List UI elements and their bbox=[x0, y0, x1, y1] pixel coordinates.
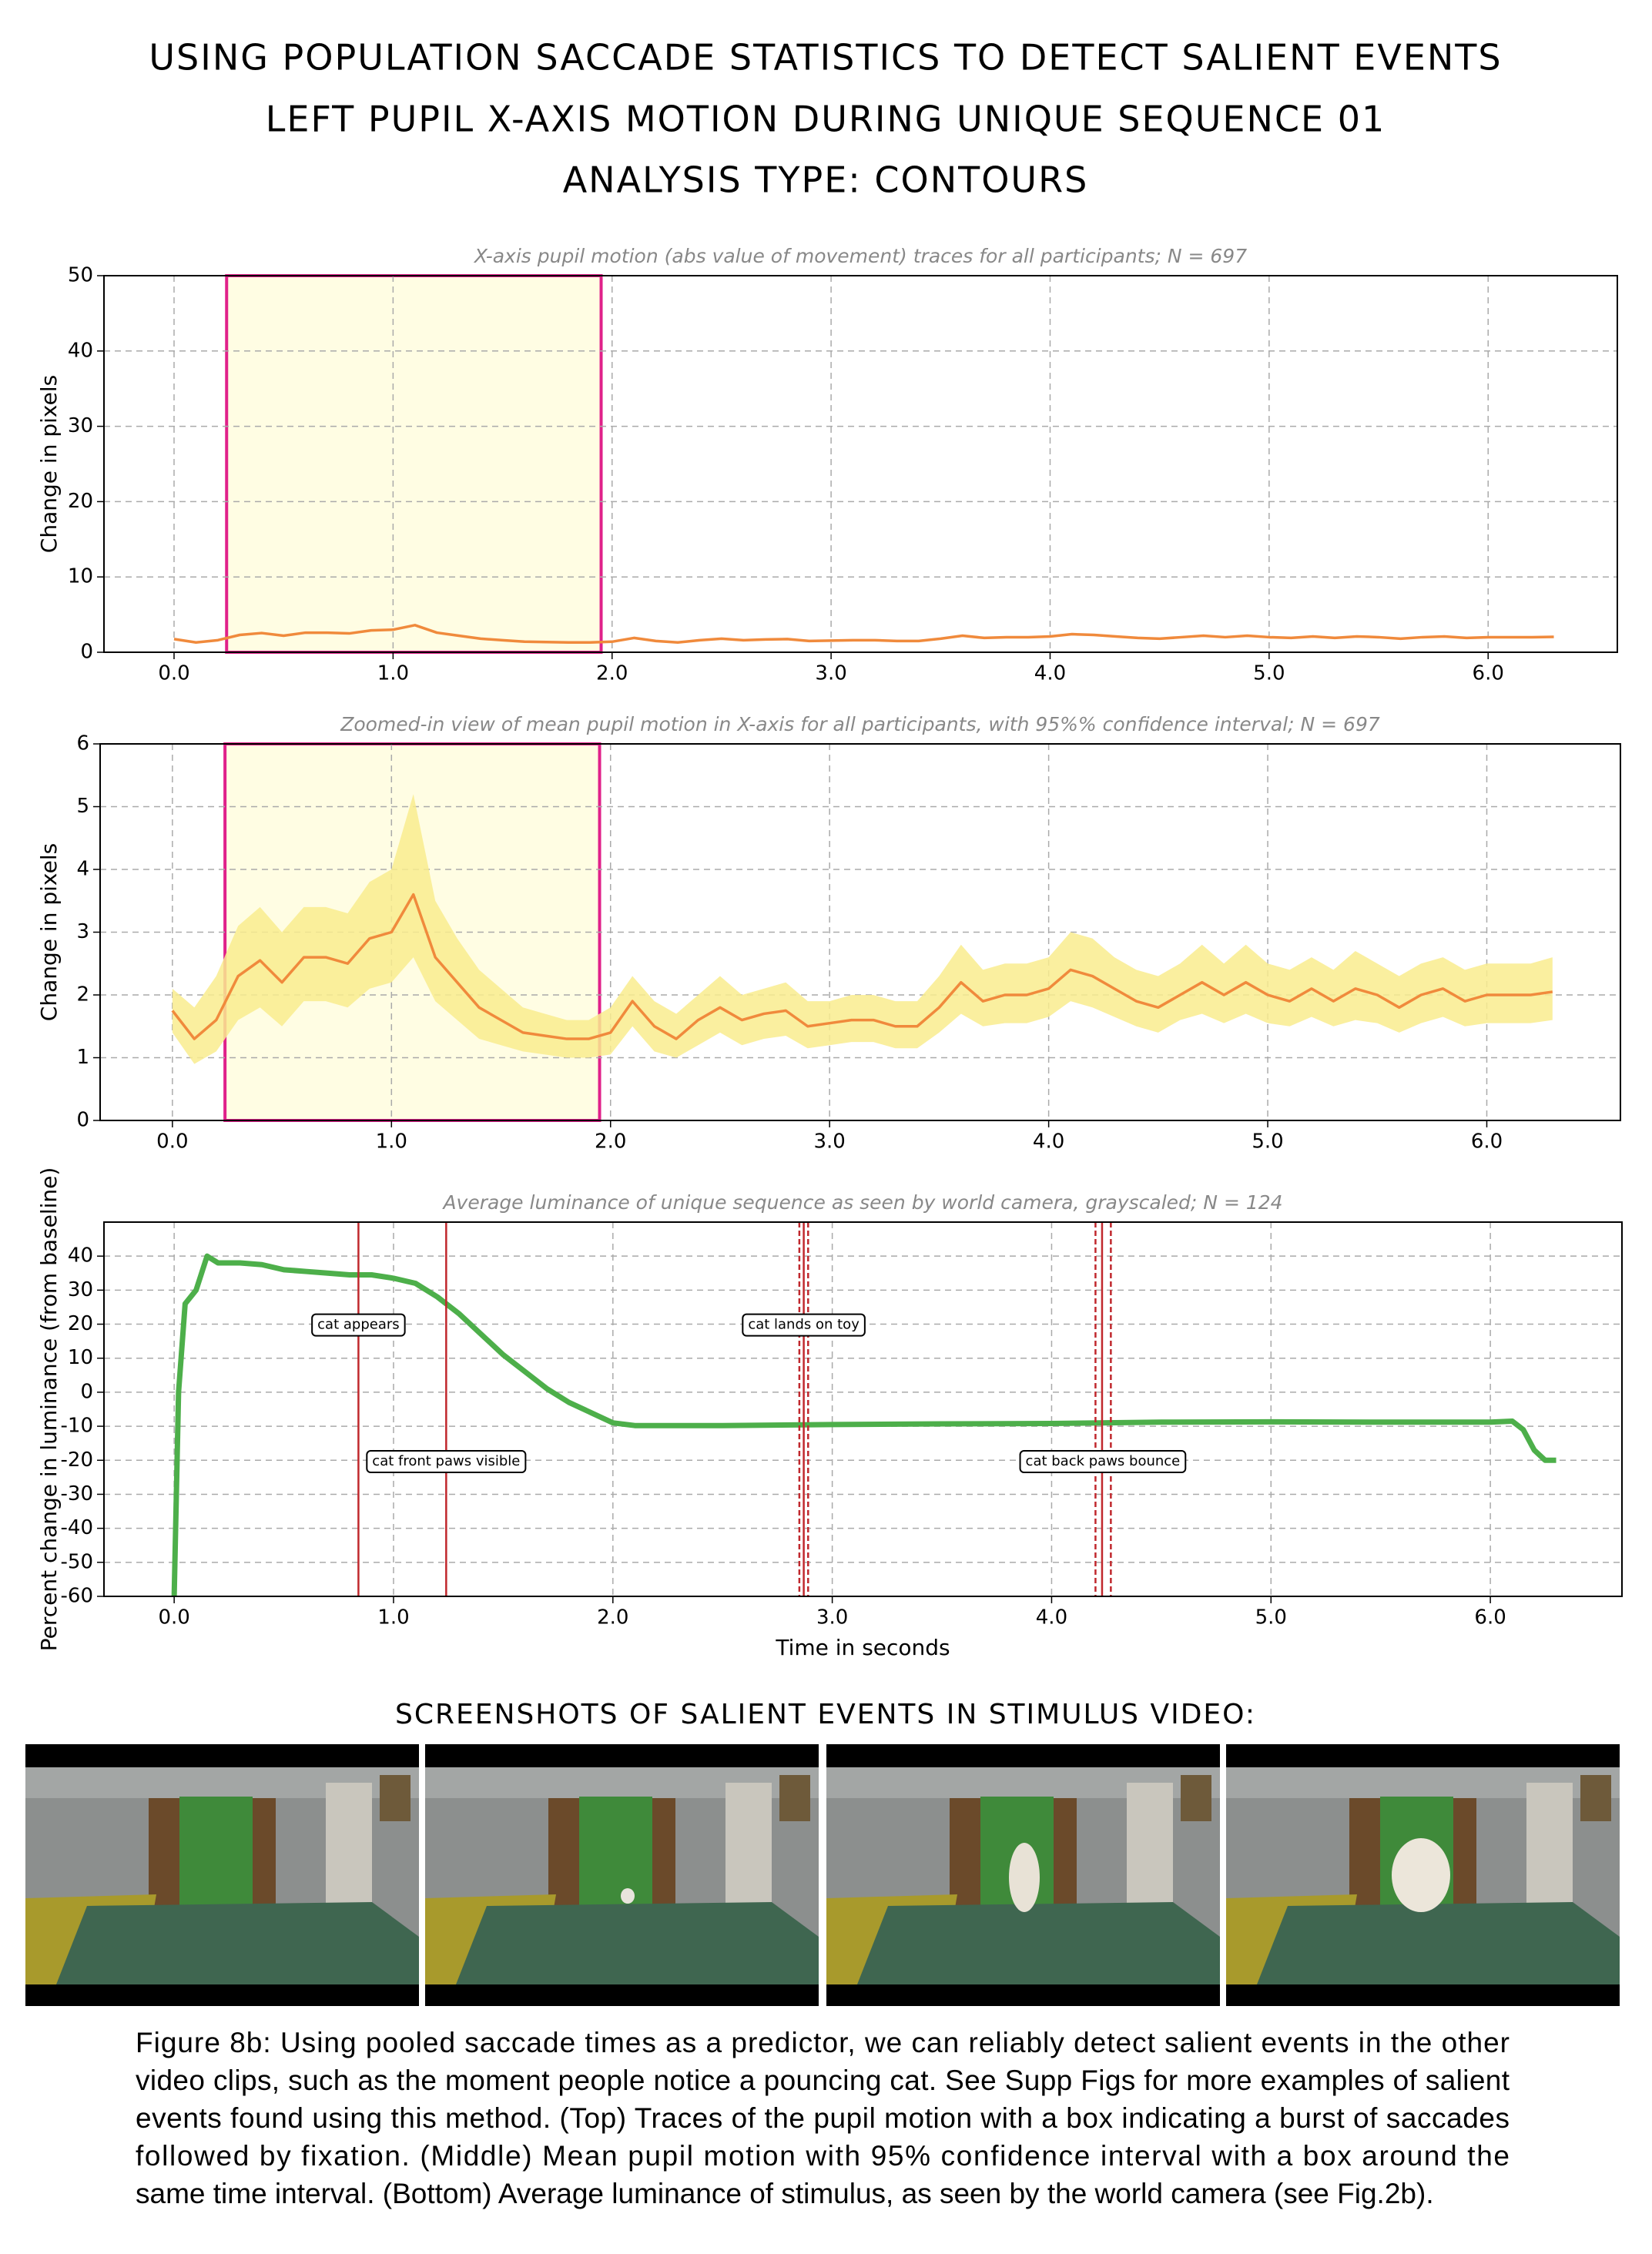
x-tick-label: 2.0 bbox=[597, 1606, 628, 1629]
y-tick-label: 0 bbox=[76, 1109, 89, 1132]
chart-subtitle: Zoomed-in view of mean pupil motion in X… bbox=[340, 713, 1380, 735]
y-tick-label: -30 bbox=[61, 1482, 93, 1505]
screenshots-heading: SCREENSHOTS OF SALIENT EVENTS IN STIMULU… bbox=[395, 1699, 1256, 1730]
screenshots bbox=[25, 1744, 1620, 2006]
x-tick-label: 5.0 bbox=[1253, 662, 1285, 685]
y-tick-label: 10 bbox=[68, 1346, 93, 1369]
annotation-box bbox=[311, 1313, 406, 1337]
data-line bbox=[171, 893, 1553, 1040]
x-tick-label: 3.0 bbox=[815, 662, 846, 685]
y-tick-label: 10 bbox=[68, 565, 93, 588]
x-tick-label: 6.0 bbox=[1471, 1130, 1503, 1154]
x-tick-label: 6.0 bbox=[1474, 1606, 1506, 1629]
cat bbox=[1392, 1838, 1450, 1912]
x-tick-label: 1.0 bbox=[377, 662, 409, 685]
chart-subtitle: X-axis pupil motion (abs value of moveme… bbox=[473, 245, 1247, 267]
caption-line: events found using this method. (Top) Tr… bbox=[136, 2102, 1510, 2134]
y-tick-label: 4 bbox=[76, 858, 89, 881]
x-tick-label: 4.0 bbox=[1034, 662, 1066, 685]
x-tick-label: 2.0 bbox=[596, 662, 628, 685]
chart: X-axis pupil motion (abs value of moveme… bbox=[36, 245, 1618, 685]
data-line bbox=[171, 1253, 1556, 1597]
chart-subtitle: Average luminance of unique sequence as … bbox=[441, 1191, 1282, 1214]
data-line bbox=[173, 624, 1554, 645]
caption-line: video clips, such as the moment people n… bbox=[136, 2065, 1510, 2096]
plot-frame bbox=[99, 743, 1621, 1121]
title-line: ANALYSIS TYPE: CONTOURS bbox=[563, 159, 1089, 201]
y-tick-label: 1 bbox=[76, 1046, 89, 1069]
x-tick-label: 1.0 bbox=[376, 1130, 407, 1154]
event-label: cat lands on toy bbox=[748, 1317, 860, 1333]
annotation-box bbox=[742, 1313, 866, 1337]
x-tick-label: 6.0 bbox=[1473, 662, 1504, 685]
x-tick-label: 5.0 bbox=[1252, 1130, 1283, 1154]
y-tick-label: 5 bbox=[76, 795, 89, 818]
highlight-box bbox=[225, 274, 603, 654]
x-tick-label: 3.0 bbox=[816, 1606, 848, 1629]
chart: Zoomed-in view of mean pupil motion in X… bbox=[36, 713, 1621, 1154]
y-tick-label: 40 bbox=[68, 339, 93, 362]
event-label: cat appears bbox=[317, 1317, 399, 1333]
y-axis-label: Percent change in luminance (from baseli… bbox=[36, 1167, 62, 1652]
y-tick-label: -20 bbox=[61, 1449, 93, 1472]
x-axis-label: Time in seconds bbox=[775, 1635, 950, 1660]
screenshot bbox=[25, 1744, 419, 2006]
x-tick-label: 5.0 bbox=[1255, 1606, 1287, 1629]
caption-line: followed by fixation. (Middle) Mean pupi… bbox=[136, 2140, 1510, 2172]
y-tick-label: 2 bbox=[76, 983, 89, 1006]
x-tick-label: 2.0 bbox=[595, 1130, 626, 1154]
x-tick-label: 0.0 bbox=[156, 1130, 188, 1154]
event-label: cat back paws bounce bbox=[1026, 1453, 1181, 1469]
screenshot bbox=[425, 1744, 819, 2006]
y-tick-label: -50 bbox=[61, 1550, 93, 1573]
y-tick-label: 50 bbox=[68, 264, 93, 287]
x-tick-label: 4.0 bbox=[1033, 1130, 1064, 1154]
annotation-box bbox=[1019, 1450, 1187, 1474]
y-tick-label: 3 bbox=[76, 920, 89, 943]
x-tick-label: 4.0 bbox=[1036, 1606, 1067, 1629]
y-axis-label: Change in pixels bbox=[36, 375, 62, 553]
x-tick-label: 3.0 bbox=[813, 1130, 845, 1154]
chart: Average luminance of unique sequence as … bbox=[36, 1167, 1623, 1660]
annotation-box bbox=[366, 1450, 527, 1474]
title-line: USING POPULATION SACCADE STATISTICS TO D… bbox=[149, 37, 1502, 79]
x-tick-label: 0.0 bbox=[158, 1606, 189, 1629]
y-tick-label: 30 bbox=[68, 1278, 93, 1301]
x-tick-label: 0.0 bbox=[158, 662, 189, 685]
title-line: LEFT PUPIL X-AXIS MOTION DURING UNIQUE S… bbox=[266, 99, 1386, 140]
y-tick-label: 30 bbox=[68, 414, 93, 437]
y-axis-label: Change in pixels bbox=[36, 843, 62, 1021]
y-tick-label: -40 bbox=[61, 1516, 93, 1539]
cat bbox=[621, 1888, 635, 1904]
plot-frame bbox=[103, 275, 1618, 653]
y-tick-label: 40 bbox=[68, 1244, 93, 1268]
y-tick-label: -10 bbox=[61, 1415, 93, 1438]
y-tick-label: 0 bbox=[80, 1380, 93, 1403]
plot-frame bbox=[103, 1221, 1623, 1597]
y-tick-label: 6 bbox=[76, 732, 89, 755]
y-tick-label: 0 bbox=[80, 641, 93, 664]
y-tick-label: 20 bbox=[68, 1312, 93, 1335]
y-tick-label: 20 bbox=[68, 490, 93, 513]
confidence-band bbox=[172, 794, 1553, 1064]
caption-line: Figure 8b: Using pooled saccade times as… bbox=[136, 2027, 1510, 2058]
y-tick-label: -60 bbox=[61, 1585, 93, 1608]
caption-line: same time interval. (Bottom) Average lum… bbox=[136, 2178, 1434, 2209]
event-label: cat front paws visible bbox=[372, 1453, 520, 1469]
cat bbox=[1009, 1843, 1040, 1912]
x-tick-label: 1.0 bbox=[377, 1606, 409, 1629]
